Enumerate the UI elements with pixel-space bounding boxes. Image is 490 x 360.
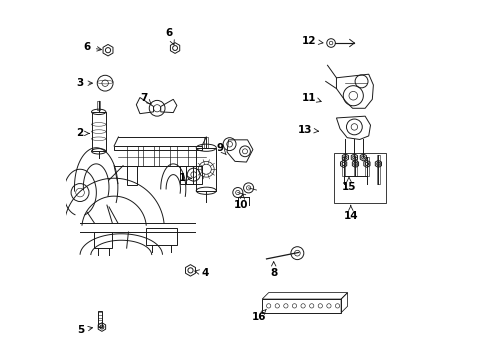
Text: 8: 8 <box>270 262 277 278</box>
Bar <box>377 155 380 184</box>
Text: 6: 6 <box>84 42 101 52</box>
Bar <box>354 157 357 176</box>
Bar <box>92 112 106 151</box>
Bar <box>204 137 208 148</box>
Bar <box>97 101 100 110</box>
Text: 11: 11 <box>302 93 321 103</box>
Text: 9: 9 <box>216 143 226 155</box>
Text: 4: 4 <box>195 268 209 278</box>
Text: 5: 5 <box>77 325 93 335</box>
Text: 2: 2 <box>76 129 89 138</box>
Bar <box>365 157 368 176</box>
Bar <box>196 148 216 191</box>
Text: 1: 1 <box>179 173 192 183</box>
Bar <box>262 299 341 313</box>
Bar <box>342 157 345 176</box>
Text: 10: 10 <box>234 194 248 210</box>
Text: 12: 12 <box>302 36 323 46</box>
Text: 16: 16 <box>251 309 267 322</box>
Text: 15: 15 <box>342 177 356 192</box>
Text: 13: 13 <box>298 125 319 135</box>
Bar <box>334 153 386 203</box>
Bar <box>98 311 102 327</box>
Text: 14: 14 <box>343 205 358 221</box>
Text: 6: 6 <box>165 28 174 45</box>
Text: 7: 7 <box>140 93 151 104</box>
Text: 3: 3 <box>76 78 93 88</box>
